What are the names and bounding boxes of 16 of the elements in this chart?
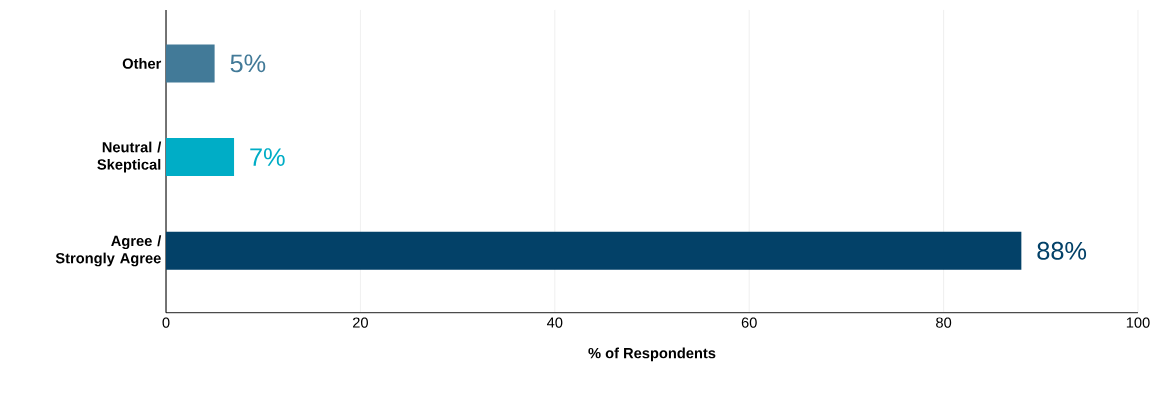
y-tick-label: Agree / Strongly Agree <box>55 235 162 267</box>
x-tick-label: 20 <box>352 317 368 328</box>
x-tick-label: 40 <box>546 317 563 328</box>
data-label: 5% <box>230 54 266 73</box>
bar <box>166 138 235 177</box>
bar <box>166 44 215 83</box>
data-label: 88% <box>1037 241 1087 260</box>
y-tick-label: Neutral / Skeptical <box>97 141 162 173</box>
bar <box>166 231 1022 270</box>
x-axis-title: % of Respondents <box>588 347 716 362</box>
y-tick-label: Other <box>122 58 162 69</box>
x-tick-label: 60 <box>741 317 757 328</box>
x-tick-label: 100 <box>1126 317 1150 328</box>
x-tick-label: 80 <box>936 317 952 328</box>
data-label: 7% <box>250 148 285 166</box>
x-tick-label: 0 <box>162 317 170 328</box>
